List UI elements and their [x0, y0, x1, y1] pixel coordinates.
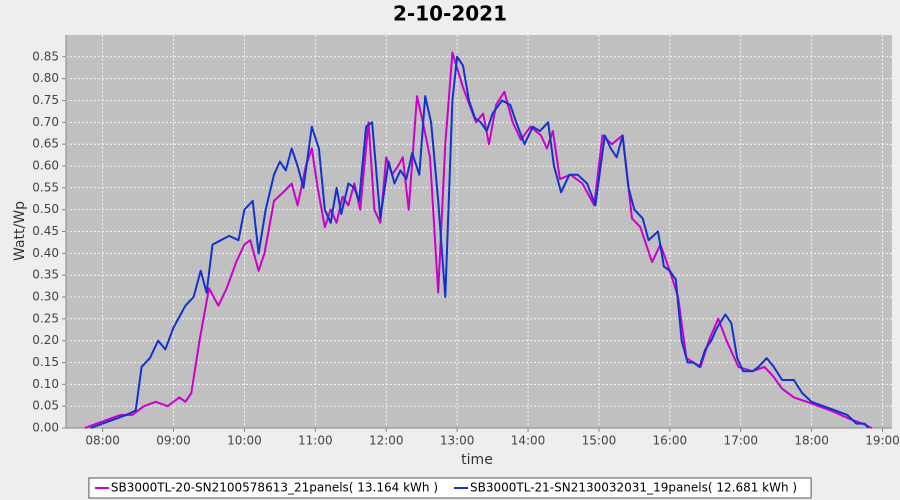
x-tick-label: 13:00: [440, 434, 475, 448]
y-tick-label: 0.75: [32, 93, 59, 107]
x-tick-label: 17:00: [723, 434, 758, 448]
y-tick-label: 0.85: [32, 49, 59, 63]
legend: SB3000TL-20-SN2100578613_21panels( 13.16…: [88, 477, 812, 499]
x-tick-label: 15:00: [582, 434, 617, 448]
y-tick-label: 0.20: [32, 333, 59, 347]
y-tick-label: 0.40: [32, 246, 59, 260]
x-tick-label: 10:00: [227, 434, 262, 448]
x-tick-label: 12:00: [369, 434, 404, 448]
y-tick-label: 0.00: [32, 421, 59, 435]
x-tick-label: 11:00: [298, 434, 333, 448]
y-tick-label: 0.50: [32, 202, 59, 216]
x-tick-label: 14:00: [511, 434, 546, 448]
y-tick-label: 0.65: [32, 137, 59, 151]
y-tick-label: 0.60: [32, 159, 59, 173]
legend-label: SB3000TL-20-SN2100578613_21panels( 13.16…: [111, 481, 438, 495]
series-line: [84, 51, 873, 429]
y-tick-label: 0.45: [32, 224, 59, 238]
x-tick-label: 19:00: [865, 434, 900, 448]
x-tick-label: 16:00: [653, 434, 688, 448]
legend-box: [88, 477, 812, 499]
y-tick-label: 0.70: [32, 115, 59, 129]
y-tick-label: 0.15: [32, 355, 59, 369]
legend-label: SB3000TL-21-SN2130032031_19panels( 12.68…: [470, 481, 797, 495]
y-tick-label: 0.35: [32, 268, 59, 282]
y-axis-label: Watt/Wp: [12, 201, 28, 261]
y-tick-label: 0.25: [32, 311, 59, 325]
y-tick-label: 0.30: [32, 290, 59, 304]
chart-title: 2-10-2021: [393, 2, 507, 26]
x-axis-label: time: [461, 452, 493, 468]
y-tick-label: 0.10: [32, 377, 59, 391]
y-tick-label: 0.55: [32, 180, 59, 194]
x-tick-label: 09:00: [156, 434, 191, 448]
y-tick-label: 0.80: [32, 71, 59, 85]
series-line: [90, 55, 870, 429]
x-tick-label: 08:00: [85, 434, 120, 448]
y-tick-label: 0.05: [32, 399, 59, 413]
x-tick-label: 18:00: [794, 434, 829, 448]
